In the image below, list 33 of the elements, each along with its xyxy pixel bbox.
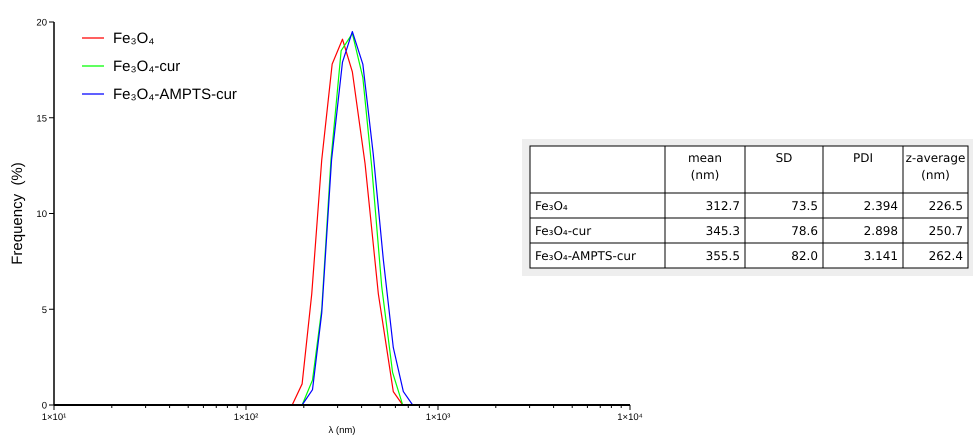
x-axis-title: λ (nm) (328, 425, 356, 435)
text: 345.3 (706, 224, 740, 238)
legend-label: Fe₃O₄-cur (113, 58, 180, 75)
text: 262.4 (928, 249, 963, 263)
text: 82.0 (791, 249, 818, 263)
category-label: Fe₃O₄ (535, 199, 568, 213)
y-tick-label: 10 (36, 209, 47, 220)
x-tick-label: 1×10³ (426, 412, 450, 423)
text: 78.6 (791, 224, 818, 238)
category-label: SD (776, 151, 792, 165)
text: 250.7 (928, 224, 963, 238)
y-tick-label: 5 (42, 304, 47, 316)
y-axis-title: Frequency (%) (9, 162, 26, 265)
text: 2.394 (864, 199, 898, 213)
x-tick-label: 1×10⁴ (617, 412, 643, 423)
category-label: Fe₃O₄-cur (535, 224, 592, 238)
text: 355.5 (706, 249, 740, 263)
text: 2.898 (864, 224, 898, 238)
category-label: mean (nm) (688, 151, 722, 182)
text: 312.7 (706, 199, 740, 213)
category-label: PDI (852, 151, 874, 165)
x-tick-label: 1×10¹ (42, 412, 66, 423)
legend-label: Fe₃O₄-AMPTS-cur (113, 86, 237, 103)
category-label: Fe₃O₄-AMPTS-cur (535, 249, 636, 263)
y-tick-label: 0 (42, 400, 47, 412)
y-tick-label: 20 (36, 18, 47, 28)
text: 226.5 (928, 199, 963, 213)
text: 73.5 (791, 199, 818, 213)
text: 3.141 (864, 249, 898, 263)
x-tick-label: 1×10² (234, 412, 258, 423)
legend-label: Fe₃O₄ (113, 30, 154, 47)
y-tick-label: 15 (36, 113, 47, 124)
category-label: z-average (nm) (906, 151, 966, 182)
